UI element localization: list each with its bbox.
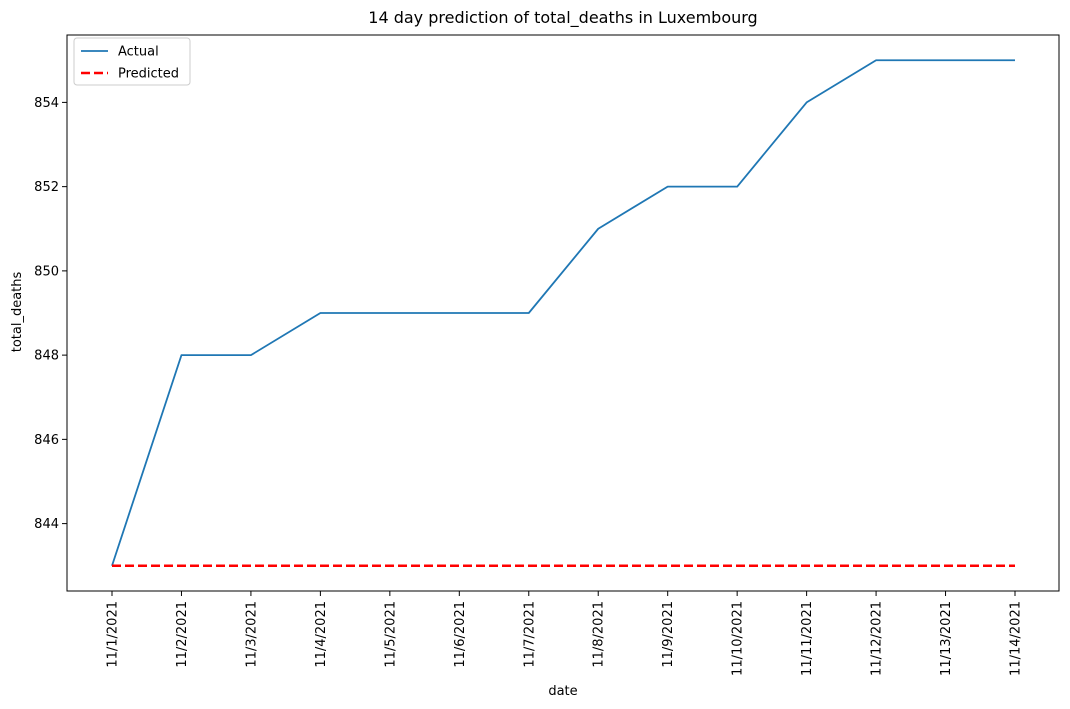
y-tick-label: 846: [34, 433, 59, 448]
chart-title: 14 day prediction of total_deaths in Lux…: [368, 8, 757, 28]
y-tick-label: 852: [34, 180, 59, 195]
y-tick-label: 844: [34, 517, 59, 532]
legend-label-actual: Actual: [118, 45, 159, 60]
x-tick-label: 11/4/2021: [314, 601, 329, 668]
x-tick-label: 11/3/2021: [244, 601, 259, 668]
x-tick-label: 11/5/2021: [383, 601, 398, 668]
x-tick-label: 11/9/2021: [661, 601, 676, 668]
series-layer: [111, 59, 1015, 567]
x-axis-label: date: [548, 684, 577, 699]
x-tick-label: 11/2/2021: [175, 601, 190, 668]
x-tick-label: 11/7/2021: [522, 601, 537, 668]
y-axis-label: total_deaths: [10, 272, 25, 353]
x-tick-label: 11/6/2021: [453, 601, 468, 668]
x-tick-label: 11/14/2021: [1009, 601, 1024, 676]
x-tick-label: 11/12/2021: [870, 601, 885, 676]
y-axis: 844 846 848 850 852 854: [34, 96, 67, 532]
legend-label-predicted: Predicted: [118, 67, 179, 82]
x-tick-label: 11/13/2021: [939, 601, 954, 676]
x-tick-label: 11/10/2021: [731, 601, 746, 676]
plot-area: [66, 34, 1060, 592]
series-line-actual: [111, 59, 1015, 567]
x-tick-label: 11/8/2021: [592, 601, 607, 668]
y-tick-label: 850: [34, 264, 59, 279]
x-tick-label: 11/11/2021: [800, 601, 815, 676]
y-tick-label: 848: [34, 349, 59, 364]
x-tick-label: 11/1/2021: [106, 601, 121, 668]
x-axis: 11/1/2021 11/2/2021 11/3/2021 11/4/2021 11/5…: [106, 591, 1024, 676]
legend: Actual Predicted: [73, 37, 191, 86]
y-tick-label: 854: [34, 96, 59, 111]
plot-frame: [66, 34, 1060, 592]
